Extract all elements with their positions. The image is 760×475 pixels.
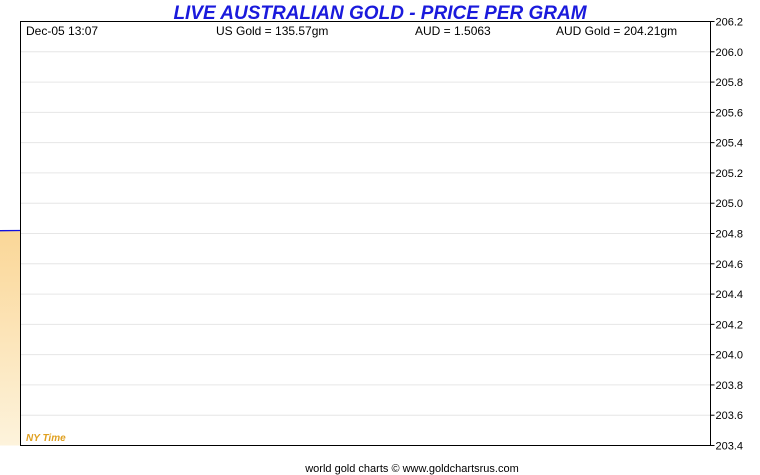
y-tick-label: 205.0	[716, 198, 744, 210]
y-tick-label: 206.0	[716, 47, 744, 59]
y-tick-label: 203.6	[716, 410, 744, 422]
y-axis-ticks: 206.2 206.0 205.8 205.6 205.4 205.2 205.0 204.8…	[710, 17, 744, 453]
y-tick-label: 205.6	[716, 107, 744, 119]
y-tick-label: 203.8	[716, 380, 744, 392]
chart-credit: world gold charts © www.goldchartsrus.co…	[304, 463, 519, 475]
timezone-label: NY Time	[26, 433, 66, 444]
y-tick-label: 204.0	[716, 350, 744, 362]
y-tick-label: 206.2	[716, 17, 744, 29]
price-area-fill	[0, 230, 21, 446]
y-tick-label: 205.8	[716, 77, 744, 89]
y-tick-label: 204.6	[716, 259, 744, 271]
y-tick-label: 204.4	[716, 289, 744, 301]
y-tick-label: 205.2	[716, 168, 744, 180]
info-datetime: Dec-05 13:07	[26, 24, 98, 38]
info-aud-rate: AUD = 1.5063	[415, 24, 491, 38]
y-tick-label: 204.8	[716, 229, 744, 241]
grid-lines	[20, 51, 711, 416]
y-tick-label: 205.4	[716, 138, 744, 150]
info-aud-gold: AUD Gold = 204.21gm	[556, 24, 677, 38]
y-tick-label: 203.4	[716, 441, 744, 453]
y-tick-label: 204.2	[716, 319, 744, 331]
chart-title: LIVE AUSTRALIAN GOLD - PRICE PER GRAM	[173, 3, 587, 24]
info-us-gold: US Gold = 135.57gm	[216, 24, 328, 38]
